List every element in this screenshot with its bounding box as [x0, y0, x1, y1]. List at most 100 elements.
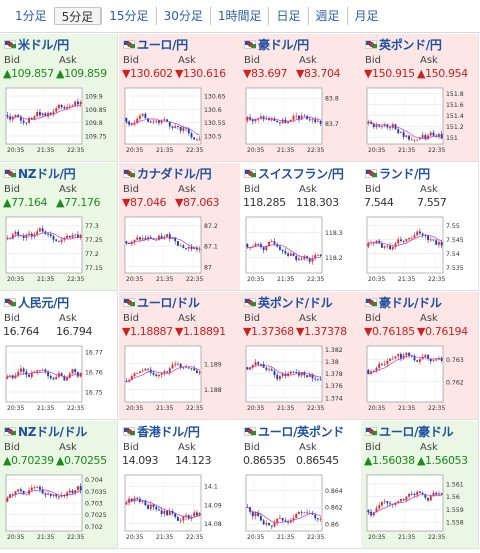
currency-cell[interactable]: スイスフラン/円 Bid Ask 118.285 118.303 118.3 118.2 20… — [240, 163, 362, 291]
price-labels: Bid Ask — [4, 442, 77, 453]
pair-name-link[interactable]: 豪ドル/ドル — [365, 295, 442, 310]
currency-cell[interactable]: ユーロ/豪ドル Bid Ask ▲1.56038 ▲1.56053 1.561 1.56 1.… — [361, 421, 479, 549]
mini-candlestick-chart[interactable]: 16.77 16.76 16.75 20:35 21:35 22:35 — [4, 344, 114, 416]
candle-body — [138, 237, 141, 240]
candle-body — [427, 497, 430, 501]
pair-name[interactable]: スイスフラン/円 — [258, 166, 344, 181]
currency-cell[interactable]: NZドル/ドル Bid Ask ▲0.70239 ▲0.70255 0.704 0.7035… — [0, 421, 118, 549]
tab-15min[interactable]: 15分足 — [101, 7, 155, 25]
pair-name-link[interactable]: NZドル/ドル — [4, 424, 88, 439]
candle-body — [246, 117, 249, 121]
pair-name-link[interactable]: 香港ドル/円 — [123, 424, 200, 439]
mini-candlestick-chart[interactable]: 7.55 7.545 7.54 7.535 20:35 21:35 22:35 — [365, 215, 475, 287]
pair-name-link[interactable]: ユーロ/円 — [123, 37, 188, 52]
mini-candlestick-chart[interactable]: 0.763 0.762 20:35 21:35 22:35 — [365, 344, 475, 416]
mini-candlestick-chart[interactable]: 151.8 151.6 151.4 151.2 151 20:35 21:35 22:35 — [365, 86, 475, 158]
candle-body — [410, 237, 413, 239]
currency-cell[interactable]: ユーロ/ドル Bid Ask ▼1.18887 ▼1.18891 1.189 1.188 20… — [119, 292, 241, 420]
candle-body — [147, 237, 150, 240]
currency-cell[interactable]: ユーロ/英ポンド Bid Ask 0.86535 0.86545 0.864 0.862 0.… — [240, 421, 362, 549]
pair-name-link[interactable]: 英ポンド/円 — [365, 37, 442, 52]
candle-body — [268, 241, 271, 246]
pair-name-link[interactable]: ユーロ/英ポンド — [244, 424, 344, 439]
pair-name[interactable]: ユーロ/英ポンド — [258, 424, 344, 439]
currency-cell[interactable]: 英ポンド/円 Bid Ask ▼150.915 ▲150.954 151.8 151.6 15… — [361, 34, 479, 162]
tab-daily[interactable]: 日足 — [268, 7, 307, 25]
mini-candlestick-chart[interactable]: 14.1 14.09 14.08 20:35 21:35 22:35 — [123, 473, 233, 545]
pair-name-link[interactable]: スイスフラン/円 — [244, 166, 344, 181]
candle-body — [270, 241, 273, 243]
mini-candlestick-chart[interactable]: 109.9 109.85 109.8 109.75 20:35 21:35 22:35 — [4, 86, 114, 158]
y-tick-label: 118.3 — [325, 230, 343, 237]
currency-cell[interactable]: 米ドル/円 Bid Ask ▲109.857 ▲109.859 109.9 109.85 10… — [0, 34, 118, 162]
pair-name-link[interactable]: 人民元/円 — [4, 295, 69, 310]
candle-body — [14, 375, 17, 379]
mini-candlestick-chart[interactable]: 83.8 83.7 20:35 21:35 22:35 — [244, 86, 354, 158]
mini-candlestick-chart[interactable]: 87.2 87.1 87 20:35 21:35 22:35 — [123, 215, 233, 287]
pair-name-link[interactable]: 米ドル/円 — [4, 37, 69, 52]
currency-cell[interactable]: ユーロ/円 Bid Ask ▼130.602 ▼130.616 130.65 130.6 13… — [119, 34, 241, 162]
candle-body — [149, 237, 152, 239]
candle-body — [22, 490, 25, 495]
pair-name[interactable]: NZドル/ドル — [18, 424, 88, 439]
pair-name-link[interactable]: ランド/円 — [365, 166, 430, 181]
ask-price: ▲1.56053 — [417, 454, 468, 467]
tab-monthly[interactable]: 月足 — [346, 7, 386, 25]
pair-name[interactable]: ユーロ/豪ドル — [379, 424, 454, 439]
mini-candlestick-chart[interactable]: 0.864 0.862 0.86 20:35 21:35 22:35 — [244, 473, 354, 545]
pair-name[interactable]: カナダドル/円 — [137, 166, 212, 181]
currency-cell[interactable]: 人民元/円 Bid Ask 16.764 16.794 16.77 16.76 16.75 20… — [0, 292, 118, 420]
pair-name[interactable]: ランド/円 — [379, 166, 430, 181]
candle-body — [47, 371, 50, 376]
pair-name-link[interactable]: ユーロ/ドル — [123, 295, 200, 310]
pair-name[interactable]: 英ポンド/円 — [379, 37, 442, 52]
mini-candlestick-chart[interactable]: 1.189 1.188 20:35 21:35 22:35 — [123, 344, 233, 416]
pair-name[interactable]: 米ドル/円 — [18, 37, 69, 52]
currency-cell[interactable]: ランド/円 Bid Ask 7.544 7.557 7.55 7.545 7.54 7.535 2… — [361, 163, 479, 291]
currency-cell[interactable]: 英ポンド/ドル Bid Ask ▼1.37368 ▼1.37378 1.382 1.38 1.… — [240, 292, 362, 420]
mini-candlestick-chart[interactable]: 0.704 0.7035 0.703 0.7025 0.702 20:35 21:35 22:… — [4, 473, 114, 545]
pair-name[interactable]: 豪ドル/ドル — [379, 295, 442, 310]
pair-name-link[interactable]: 英ポンド/ドル — [244, 295, 333, 310]
pair-name[interactable]: 英ポンド/ドル — [258, 295, 333, 310]
tab-1min[interactable]: 1分足 — [15, 9, 47, 23]
pair-name-link[interactable]: NZドル/円 — [4, 166, 76, 181]
candle-body — [372, 512, 375, 516]
candle-body — [270, 525, 273, 527]
pair-name[interactable]: ユーロ/円 — [137, 37, 188, 52]
pair-name[interactable]: NZドル/円 — [18, 166, 76, 181]
mini-candlestick-chart[interactable]: 1.561 1.56 1.559 1.558 20:35 21:35 22:35 — [365, 473, 475, 545]
pair-name[interactable]: 豪ドル/円 — [258, 37, 309, 52]
candle-body — [284, 251, 287, 254]
candle-body — [413, 356, 416, 361]
prices: ▼1.37368 ▼1.37378 — [243, 325, 347, 338]
mini-candlestick-chart[interactable]: 118.3 118.2 20:35 21:35 22:35 — [244, 215, 354, 287]
pair-name[interactable]: 香港ドル/円 — [137, 424, 200, 439]
ask-label: Ask — [178, 442, 196, 453]
candle-body — [273, 522, 276, 527]
currency-cell[interactable]: 香港ドル/円 Bid Ask 14.093 14.123 14.1 14.09 14.08 20… — [119, 421, 241, 549]
mini-candlestick-chart[interactable]: 1.382 1.38 1.378 1.376 1.374 20:35 21:35 22:35 — [244, 344, 354, 416]
currency-cell[interactable]: 豪ドル/ドル Bid Ask ▼0.76185 ▼0.76194 0.763 0.762 20… — [361, 292, 479, 420]
mini-candlestick-chart[interactable]: 130.65 130.6 130.55 130.5 20:35 21:35 22:35 — [123, 86, 233, 158]
candle-body — [14, 114, 17, 117]
candle-body — [166, 119, 169, 122]
tab-weekly[interactable]: 週足 — [307, 7, 347, 25]
currency-cell[interactable]: 豪ドル/円 Bid Ask ▼83.697 ▼83.704 83.8 83.7 20:35 21… — [240, 34, 362, 162]
candle-body — [281, 249, 284, 252]
candle-body — [19, 116, 22, 121]
pair-name[interactable]: 人民元/円 — [18, 295, 69, 310]
mini-candlestick-chart[interactable]: 77.3 77.25 77.2 77.15 20:35 21:35 22:35 — [4, 215, 114, 287]
bid-label: Bid — [4, 313, 20, 324]
currency-cell[interactable]: NZドル/円 Bid Ask ▲77.164 ▲77.176 77.3 77.25 77.2 7… — [0, 163, 118, 291]
pair-name-link[interactable]: 豪ドル/円 — [244, 37, 309, 52]
tab-30min[interactable]: 30分足 — [155, 7, 210, 25]
bid-price: ▼130.602 — [122, 67, 173, 80]
pair-name-link[interactable]: ユーロ/豪ドル — [365, 424, 454, 439]
candle-body — [125, 241, 128, 244]
tab-5min[interactable]: 5分足 — [53, 7, 102, 25]
tab-1hour[interactable]: 1時間足 — [209, 7, 269, 25]
pair-name[interactable]: ユーロ/ドル — [137, 295, 200, 310]
pair-name-link[interactable]: カナダドル/円 — [123, 166, 212, 181]
currency-cell[interactable]: カナダドル/円 Bid Ask ▼87.046 ▼87.063 87.2 87.1 87 20:… — [119, 163, 241, 291]
